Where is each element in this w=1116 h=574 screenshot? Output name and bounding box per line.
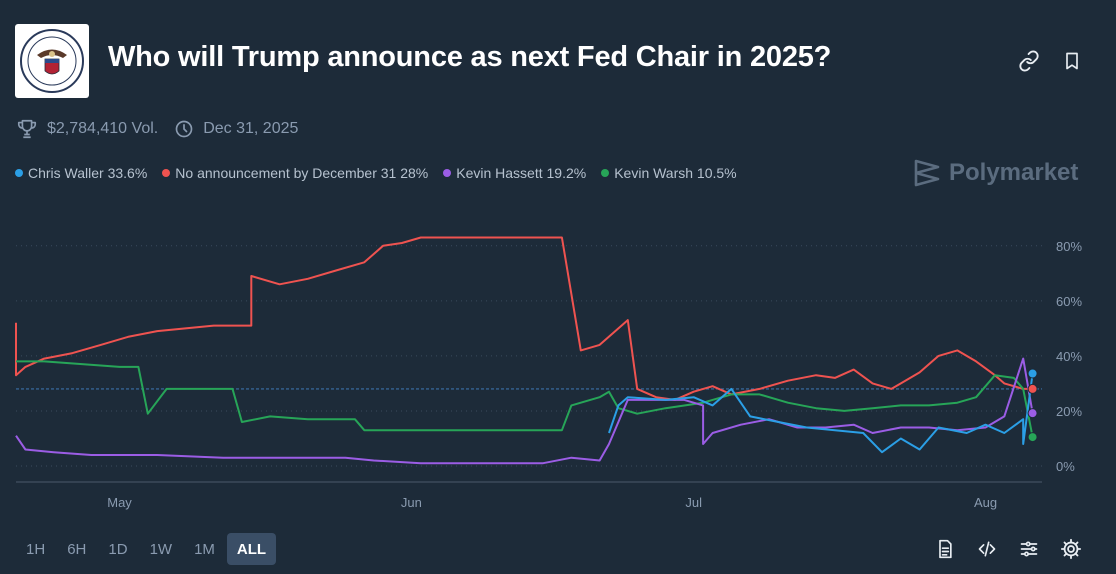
range-button-6h[interactable]: 6H <box>67 540 87 558</box>
clock-icon <box>174 119 194 139</box>
sliders-icon[interactable] <box>1018 538 1040 560</box>
chart-legend: Chris Waller 33.6% No announcement by De… <box>15 164 752 182</box>
x-tick-label: Jun <box>401 495 422 510</box>
settings-gear-icon[interactable] <box>1060 538 1082 560</box>
trophy-icon <box>16 118 38 140</box>
watermark-text: Polymarket <box>949 159 1079 186</box>
polymarket-logo-icon <box>914 159 940 187</box>
series-end-point <box>1027 408 1038 419</box>
federal-reserve-seal-icon <box>20 29 84 93</box>
range-button-1d[interactable]: 1D <box>108 540 128 558</box>
page-title: Who will Trump announce as next Fed Chai… <box>108 41 832 73</box>
legend-dot <box>443 169 452 177</box>
bookmark-icon[interactable] <box>1060 49 1084 73</box>
volume-text: $2,784,410 Vol. <box>47 120 159 137</box>
legend-label: Kevin Warsh 10.5% <box>614 165 737 181</box>
range-button-1m[interactable]: 1M <box>194 540 215 558</box>
link-icon[interactable] <box>1017 49 1041 73</box>
series-end-point <box>1027 368 1038 379</box>
series-line <box>608 373 1034 454</box>
range-button-all[interactable]: ALL <box>226 533 277 565</box>
series-line <box>15 236 1033 401</box>
y-tick-label: 80% <box>1056 239 1082 254</box>
y-tick-label: 60% <box>1056 294 1082 309</box>
legend-dot <box>15 169 23 177</box>
x-tick-label: Jul <box>685 495 702 510</box>
time-range-selector: 1H 6H 1D 1W 1M ALL <box>16 533 278 565</box>
legend-label: Kevin Hassett 19.2% <box>456 165 587 181</box>
legend-item: No announcement by December 31 28% <box>162 165 428 181</box>
series-end-point <box>1027 383 1038 394</box>
market-meta: $2,784,410 Vol. Dec 31, 2025 <box>16 118 298 140</box>
legend-dot <box>601 169 610 177</box>
embed-code-icon[interactable] <box>976 538 998 560</box>
series-end-point <box>1027 432 1038 443</box>
document-icon[interactable] <box>934 538 956 560</box>
legend-label: No announcement by December 31 28% <box>175 165 429 181</box>
x-tick-label: May <box>107 495 132 510</box>
polymarket-watermark: Polymarket <box>913 157 1078 189</box>
legend-label: Chris Waller 33.6% <box>28 165 148 181</box>
legend-item: Chris Waller 33.6% <box>15 165 147 181</box>
y-tick-label: 40% <box>1056 349 1082 364</box>
legend-item: Kevin Warsh 10.5% <box>601 165 737 181</box>
y-tick-label: 0% <box>1056 459 1075 474</box>
market-logo <box>15 24 89 98</box>
x-tick-label: Aug <box>974 495 997 510</box>
price-chart: 0% 20% 40% 60% 80% May Jun Jul Aug <box>15 236 1082 510</box>
series-line <box>16 360 1034 438</box>
end-date-text: Dec 31, 2025 <box>203 120 299 137</box>
range-button-1h[interactable]: 1H <box>26 540 46 558</box>
legend-item: Kevin Hassett 19.2% <box>443 165 586 181</box>
legend-dot <box>162 169 171 177</box>
range-button-1w[interactable]: 1W <box>149 540 173 558</box>
y-tick-label: 20% <box>1056 404 1082 419</box>
series-line <box>15 357 1034 465</box>
